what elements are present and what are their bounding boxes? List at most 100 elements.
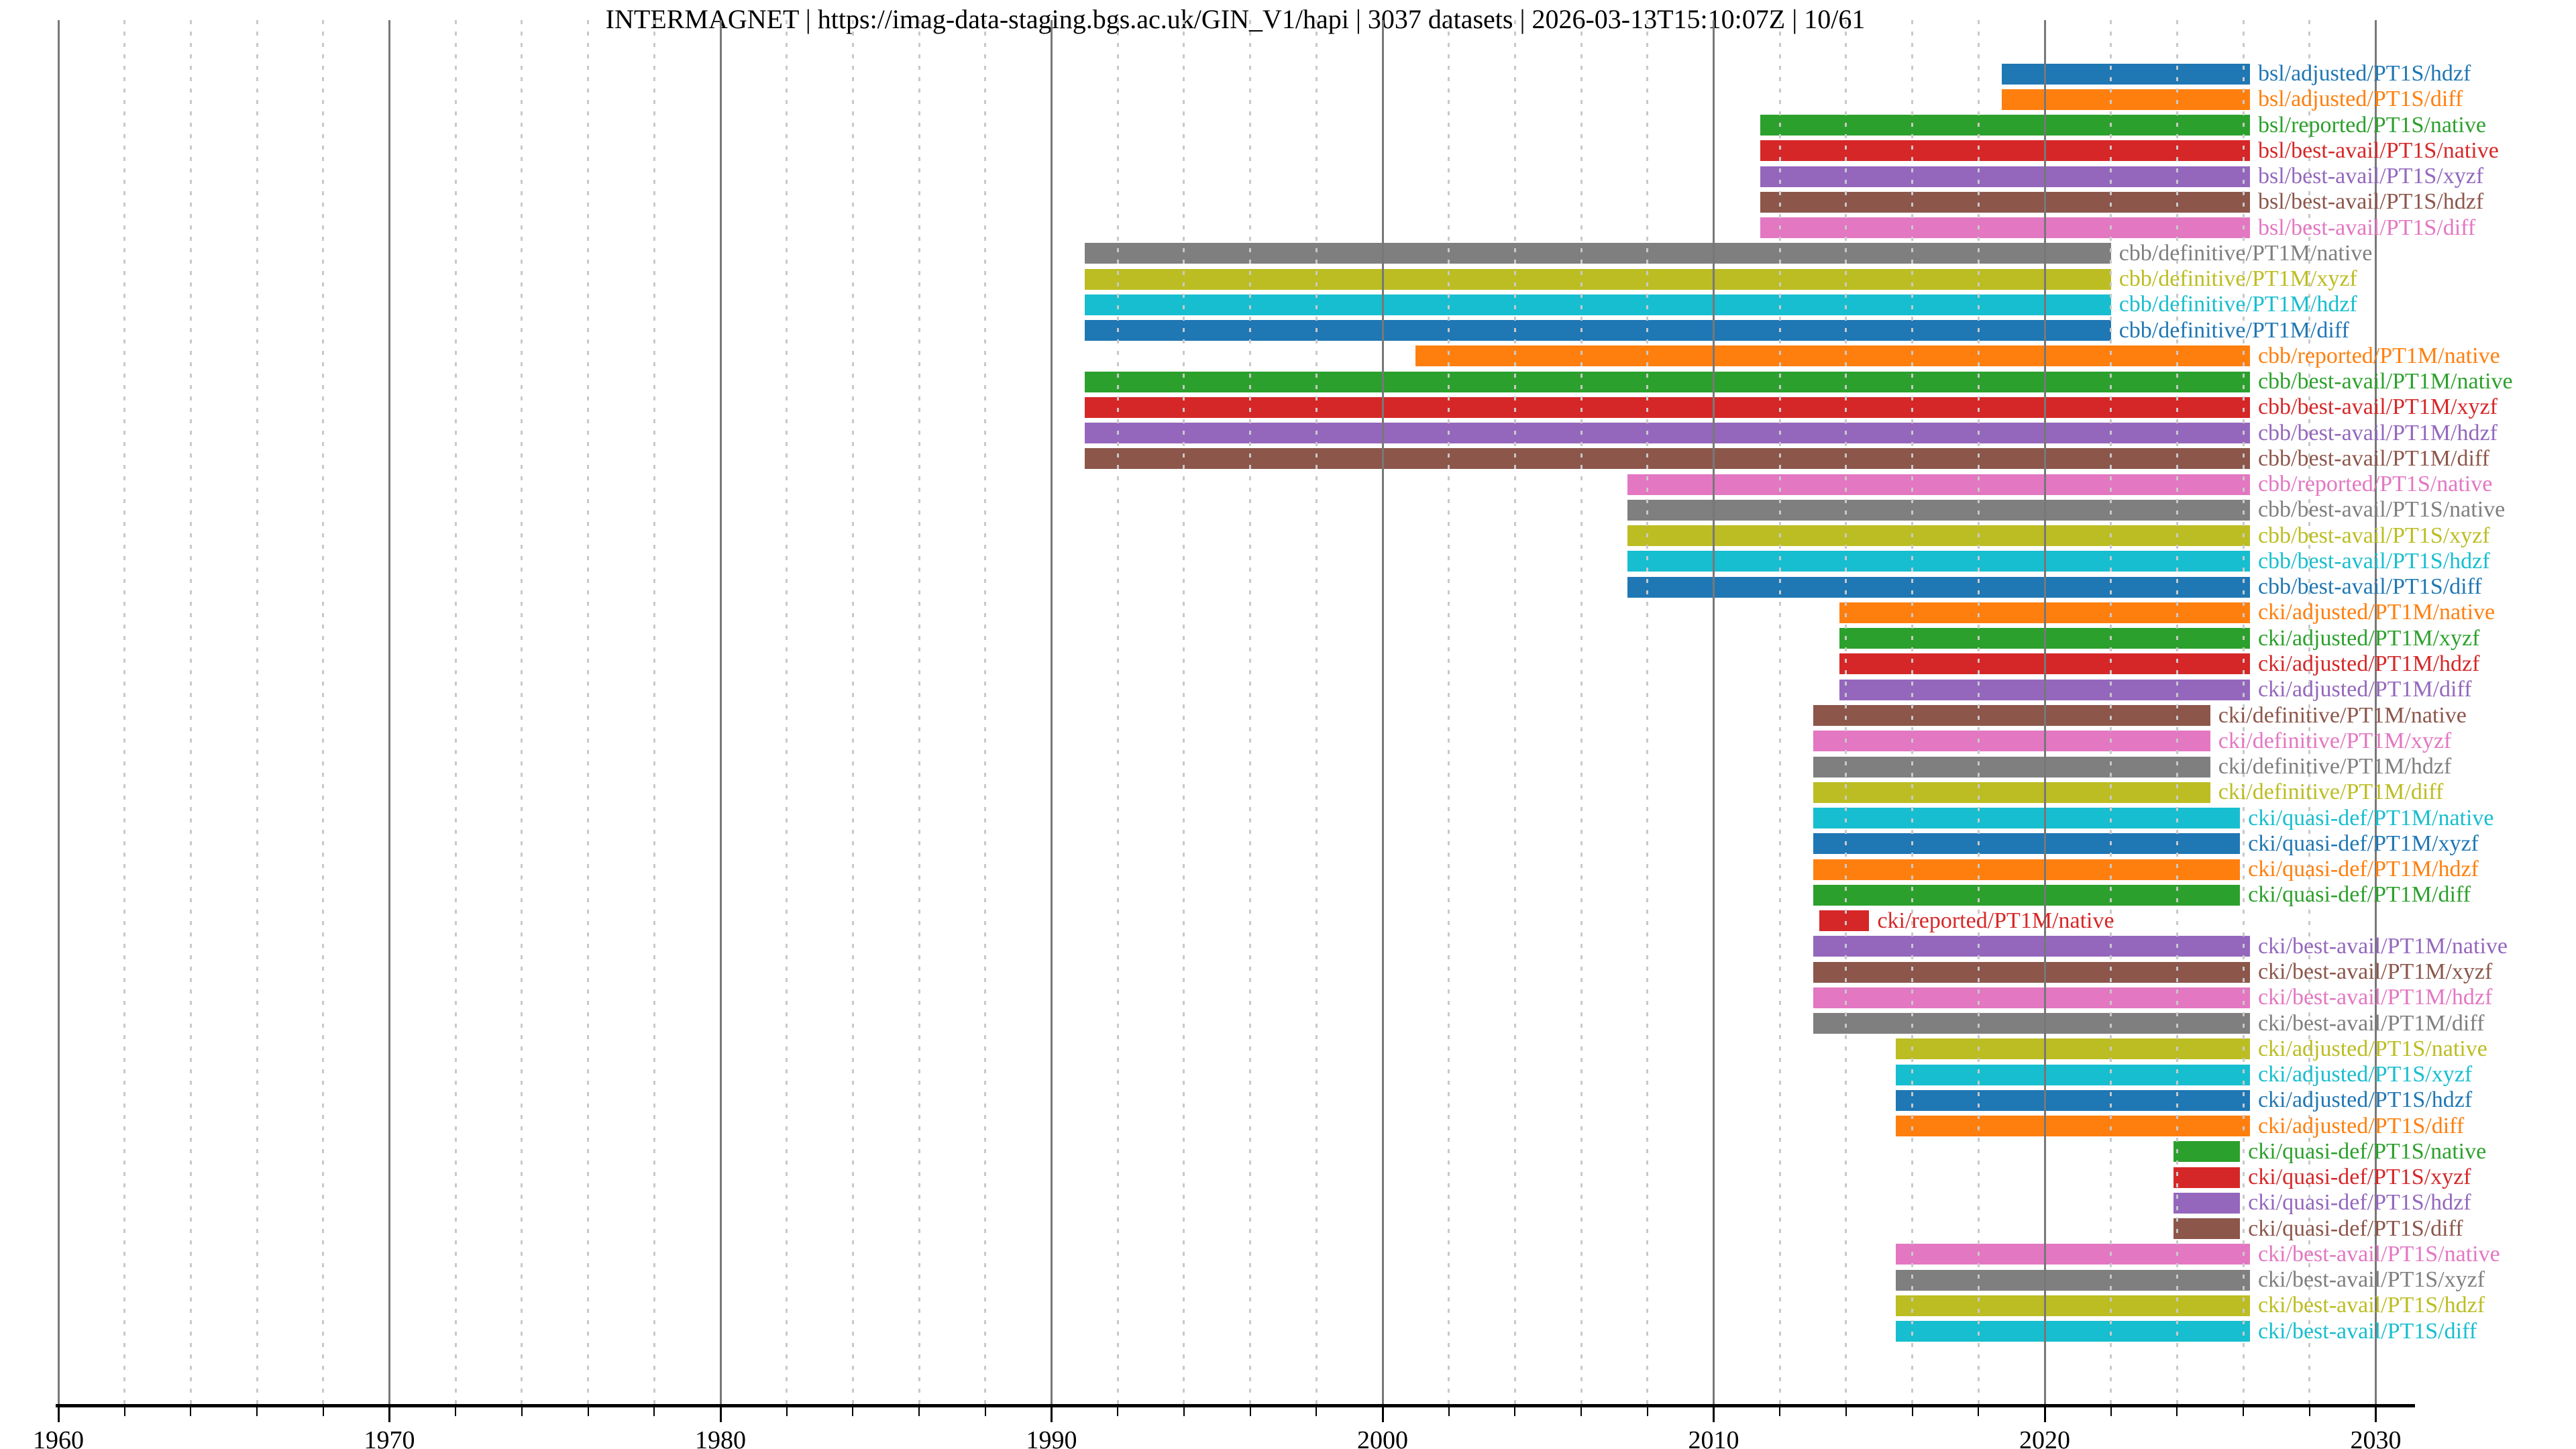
axis-tick-major xyxy=(1381,1407,1384,1422)
timeline-bar xyxy=(1819,910,1870,932)
gridline-minor xyxy=(984,20,987,1404)
axis-tick-minor xyxy=(1779,1407,1781,1416)
timeline-bar xyxy=(1895,1116,2250,1137)
dataset-label: cki/best-avail/PT1M/xyzf xyxy=(2257,959,2493,985)
gridline-minor xyxy=(521,20,523,1404)
x-axis-line xyxy=(56,1404,2415,1407)
axis-tick-minor xyxy=(653,1407,655,1416)
gridline-minor xyxy=(256,20,258,1404)
dataset-label: cki/quasi-def/PT1S/diff xyxy=(2248,1216,2463,1241)
axis-tick-minor xyxy=(1978,1407,1980,1416)
dataset-label: cki/adjusted/PT1S/diff xyxy=(2257,1113,2465,1138)
dataset-label: bsl/best-avail/PT1S/native xyxy=(2257,138,2499,163)
axis-tick-label: 1990 xyxy=(1026,1426,1077,1449)
timeline-bar xyxy=(1895,1038,2250,1060)
gridline-minor xyxy=(189,20,192,1404)
chart-title: INTERMAGNET | https://imag-data-staging.… xyxy=(605,4,1866,34)
timeline-bar xyxy=(1084,448,2250,470)
dataset-label: cki/adjusted/PT1M/hdzf xyxy=(2257,651,2480,676)
gridline-minor xyxy=(454,20,457,1404)
timeline-bar xyxy=(1627,474,2250,495)
axis-tick-minor xyxy=(852,1407,854,1416)
axis-tick-label: 2020 xyxy=(2019,1426,2070,1449)
timeline-bar xyxy=(1627,576,2250,598)
dataset-label: cbb/reported/PT1M/native xyxy=(2257,343,2500,368)
timeline-bar xyxy=(1813,731,2210,752)
gridline-major xyxy=(1051,20,1053,1404)
axis-tick-minor xyxy=(786,1407,788,1416)
gridline-major xyxy=(1381,20,1384,1404)
axis-tick-minor xyxy=(1183,1407,1185,1416)
gridline-minor xyxy=(2176,20,2178,1404)
timeline-bar xyxy=(1084,268,2111,290)
axis-tick-minor xyxy=(2308,1407,2310,1416)
dataset-label: bsl/adjusted/PT1S/diff xyxy=(2257,87,2463,112)
gridline-major xyxy=(2375,20,2377,1404)
axis-tick-major xyxy=(57,1407,60,1422)
timeline-bar xyxy=(2174,1192,2241,1214)
axis-tick-label: 2010 xyxy=(1688,1426,1739,1449)
timeline-bar xyxy=(1084,320,2111,341)
dataset-label: cki/adjusted/PT1S/hdzf xyxy=(2257,1087,2473,1113)
axis-tick-label: 1970 xyxy=(364,1426,415,1449)
gridline-minor xyxy=(851,20,854,1404)
dataset-label: cki/best-avail/PT1M/diff xyxy=(2257,1010,2485,1036)
axis-tick-minor xyxy=(918,1407,920,1416)
timeline-bar xyxy=(1813,756,2210,777)
axis-tick-minor xyxy=(1316,1407,1318,1416)
gridline-major xyxy=(57,20,60,1404)
gridline-minor xyxy=(1845,20,1847,1404)
gridline-minor xyxy=(1778,20,1781,1404)
dataset-label: cki/quasi-def/PT1M/diff xyxy=(2248,882,2471,908)
timeline-bar xyxy=(1084,371,2250,392)
axis-tick-major xyxy=(2043,1407,2046,1422)
axis-tick-minor xyxy=(256,1407,258,1416)
timeline-bar xyxy=(1895,1089,2250,1111)
dataset-label: cbb/definitive/PT1M/hdzf xyxy=(2118,292,2357,317)
axis-tick-minor xyxy=(1249,1407,1251,1416)
dataset-label: bsl/best-avail/PT1S/hdzf xyxy=(2257,189,2484,215)
dataset-label: bsl/best-avail/PT1S/diff xyxy=(2257,215,2476,240)
dataset-label: cki/adjusted/PT1S/native xyxy=(2257,1036,2487,1061)
axis-tick-minor xyxy=(2110,1407,2112,1416)
dataset-label: cki/quasi-def/PT1M/xyzf xyxy=(2248,830,2479,856)
dataset-label: cki/adjusted/PT1M/native xyxy=(2257,600,2496,625)
dataset-label: cki/definitive/PT1M/xyzf xyxy=(2218,728,2452,753)
dataset-label: cki/definitive/PT1M/diff xyxy=(2218,780,2444,805)
axis-tick-major xyxy=(2375,1407,2377,1422)
axis-tick-major xyxy=(719,1407,722,1422)
gridline-minor xyxy=(123,20,126,1404)
axis-tick-minor xyxy=(2176,1407,2178,1416)
dataset-label: bsl/reported/PT1S/native xyxy=(2257,112,2486,138)
gridline-minor xyxy=(1580,20,1582,1404)
timeline-bar xyxy=(1813,884,2241,906)
dataset-label: cbb/reported/PT1S/native xyxy=(2257,472,2493,497)
dataset-label: bsl/best-avail/PT1S/xyzf xyxy=(2257,164,2484,189)
dataset-label: cbb/best-avail/PT1S/native xyxy=(2257,497,2506,523)
gridline-major xyxy=(2043,20,2046,1404)
timeline-bar xyxy=(2174,1141,2241,1163)
timeline-bar xyxy=(2001,63,2250,85)
timeline-bar xyxy=(1760,191,2250,213)
axis-tick-minor xyxy=(1580,1407,1582,1416)
gridline-minor xyxy=(1315,20,1318,1404)
timeline-bar xyxy=(1760,115,2250,136)
gridline-minor xyxy=(1977,20,1980,1404)
gridline-minor xyxy=(2110,20,2112,1404)
dataset-label: cki/quasi-def/PT1S/xyzf xyxy=(2248,1165,2471,1190)
axis-tick-minor xyxy=(587,1407,589,1416)
dataset-label: cki/best-avail/PT1M/native xyxy=(2257,933,2508,959)
axis-tick-minor xyxy=(521,1407,523,1416)
timeline-bar xyxy=(1627,499,2250,521)
axis-tick-minor xyxy=(1845,1407,1847,1416)
dataset-label: cki/definitive/PT1M/hdzf xyxy=(2218,754,2452,780)
axis-tick-minor xyxy=(322,1407,324,1416)
dataset-label: cki/definitive/PT1M/native xyxy=(2218,702,2467,728)
dataset-label: cbb/best-avail/PT1S/xyzf xyxy=(2257,523,2490,548)
timeline-bar xyxy=(1813,833,2241,855)
gridline-minor xyxy=(1646,20,1649,1404)
gridline-minor xyxy=(1448,20,1450,1404)
dataset-label: cbb/best-avail/PT1S/diff xyxy=(2257,574,2482,600)
gridline-minor xyxy=(653,20,655,1404)
axis-tick-label: 2000 xyxy=(1357,1426,1408,1449)
